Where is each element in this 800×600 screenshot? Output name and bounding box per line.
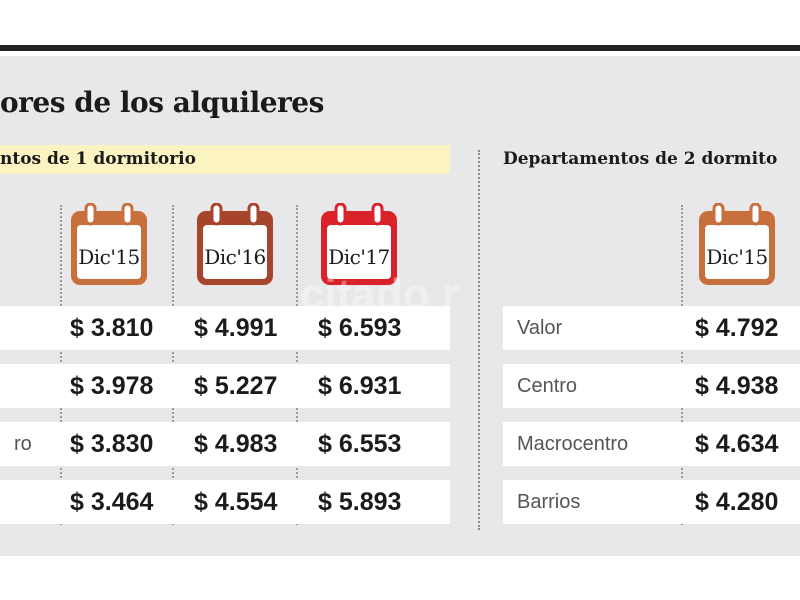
calendar-icon: Dic'17 <box>319 203 399 287</box>
table-row <box>503 480 800 524</box>
price-cell: $ 4.792 <box>695 314 779 342</box>
price-cell: $ 5.227 <box>194 372 278 400</box>
row-label: Barrios <box>517 491 581 513</box>
table-row <box>0 364 450 408</box>
price-cell: $ 4.991 <box>194 314 278 342</box>
row-label: Centro <box>517 375 578 397</box>
price-cell: $ 5.893 <box>318 488 402 516</box>
price-cell: $ 4.938 <box>695 372 779 400</box>
calendar-label: Dic'15 <box>78 245 140 269</box>
price-cell: $ 4.554 <box>194 488 278 516</box>
table-row <box>503 306 800 350</box>
price-cell: $ 3.978 <box>70 372 154 400</box>
price-cell: $ 4.634 <box>695 430 779 458</box>
calendar-label: Dic'15 <box>706 245 768 269</box>
price-cell: $ 4.280 <box>695 488 779 516</box>
calendar-icon: Dic'16 <box>195 203 275 287</box>
price-cell: $ 3.464 <box>70 488 154 516</box>
table-row <box>0 480 450 524</box>
table-row <box>0 306 450 350</box>
table-row <box>503 422 800 466</box>
price-cell: $ 6.931 <box>318 372 402 400</box>
watermark: citado r <box>300 270 459 319</box>
calendar-label: Dic'17 <box>328 245 390 269</box>
price-cell: $ 6.593 <box>318 314 402 342</box>
price-cell: $ 4.983 <box>194 430 278 458</box>
calendar-icon: Dic'15 <box>697 203 777 287</box>
row-label: Valor <box>517 317 563 339</box>
price-cell: $ 6.553 <box>318 430 402 458</box>
infographic-title: ores de los alquileres <box>0 86 324 119</box>
section-1-label: ntos de 1 dormitorio <box>0 145 450 174</box>
top-rule <box>0 45 800 51</box>
price-cell: $ 3.830 <box>70 430 154 458</box>
calendar-label: Dic'16 <box>204 245 266 269</box>
section-2-label: Departamentos de 2 dormito <box>503 149 778 169</box>
row-label: Macrocentro <box>517 433 629 455</box>
price-cell: $ 3.810 <box>70 314 154 342</box>
table-row <box>0 422 450 466</box>
table-row <box>503 364 800 408</box>
row-label: ro <box>14 433 32 455</box>
section-divider <box>478 150 480 530</box>
calendar-icon: Dic'15 <box>69 203 149 287</box>
